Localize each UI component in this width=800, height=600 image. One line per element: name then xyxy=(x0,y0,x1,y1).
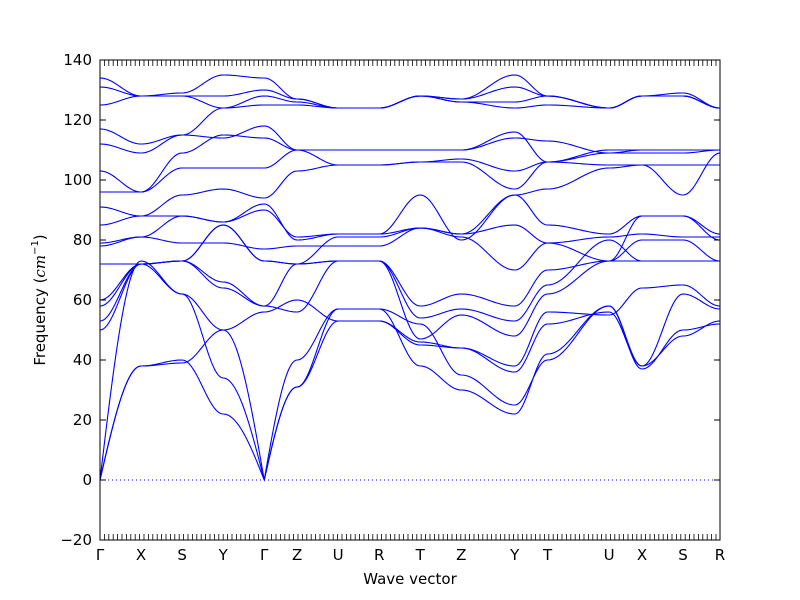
branch-line-15 xyxy=(100,125,720,154)
y-axis-title: Frequency (cm−1) xyxy=(30,234,49,365)
y-axis-ticks: −20 0 20 40 60 80 100 120 140 xyxy=(60,51,720,549)
x-tick-label: Z xyxy=(456,546,466,564)
x-tick-label: X xyxy=(637,546,647,564)
branch-line-9 xyxy=(100,224,720,250)
y-axis-unit-open: ( xyxy=(31,278,49,289)
y-tick-label: 40 xyxy=(73,351,92,369)
branch-line-11 xyxy=(100,152,720,241)
x-tick-label: R xyxy=(715,546,725,564)
y-tick-label: 100 xyxy=(63,171,92,189)
x-tick-label: S xyxy=(177,546,187,564)
x-tick-label: T xyxy=(415,546,426,564)
y-tick-label: 120 xyxy=(63,111,92,129)
x-tick-label: Z xyxy=(292,546,302,564)
y-axis-unit-close: ) xyxy=(31,234,49,240)
y-tick-label: 0 xyxy=(82,471,92,489)
y-tick-label: −20 xyxy=(60,531,92,549)
x-tick-label: S xyxy=(678,546,688,564)
x-tick-label: Γ xyxy=(260,546,269,564)
branch-line-4 xyxy=(100,263,720,367)
y-tick-label: 20 xyxy=(73,411,92,429)
y-tick-label: 60 xyxy=(73,291,92,309)
x-axis-title: Wave vector xyxy=(363,570,457,588)
phonon-branches xyxy=(100,74,720,482)
x-tick-label: U xyxy=(604,546,615,564)
y-tick-label: 80 xyxy=(73,231,92,249)
x-tick-label: Y xyxy=(218,546,229,564)
branch-line-19 xyxy=(100,74,720,109)
x-tick-label: U xyxy=(333,546,344,564)
x-tick-label: R xyxy=(374,546,384,564)
x-tick-label: X xyxy=(136,546,146,564)
y-axis-title-text: Frequency xyxy=(31,288,49,366)
x-tick-label: T xyxy=(542,546,553,564)
x-tick-label: Y xyxy=(509,546,520,564)
y-axis-unit: cm xyxy=(31,255,49,278)
x-tick-label: Γ xyxy=(96,546,105,564)
branch-line-3 xyxy=(100,260,720,481)
y-tick-label: 140 xyxy=(63,51,92,69)
y-axis-unit-exponent: −1 xyxy=(30,240,41,255)
branch-line-13 xyxy=(100,149,720,193)
branch-line-5 xyxy=(100,260,720,340)
